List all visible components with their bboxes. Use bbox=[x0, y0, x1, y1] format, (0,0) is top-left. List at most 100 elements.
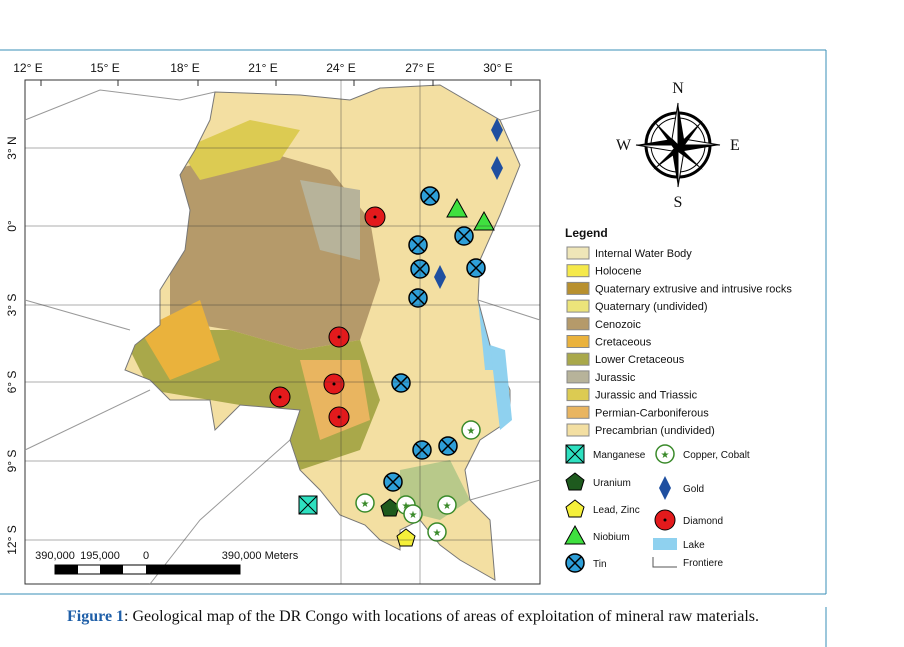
legend-label: Lake bbox=[683, 540, 705, 551]
star: ★ bbox=[467, 426, 476, 437]
legend-swatch bbox=[566, 264, 590, 278]
tin-x bbox=[394, 376, 408, 390]
gold bbox=[491, 156, 503, 180]
left-label: 3° N bbox=[5, 136, 19, 159]
top-label: 12° E bbox=[13, 61, 42, 75]
lake bbox=[653, 538, 677, 550]
star: ★ bbox=[409, 510, 418, 521]
top-label: 24° E bbox=[326, 61, 355, 75]
legend-label: Cretaceous bbox=[595, 337, 652, 349]
scale-label: 195,000 bbox=[80, 550, 120, 562]
dot bbox=[663, 518, 667, 522]
compass: N E S W bbox=[616, 80, 740, 211]
legend-label: Frontiere bbox=[683, 558, 723, 569]
left-label: 0° bbox=[5, 220, 19, 232]
scale-label: 0 bbox=[143, 550, 149, 562]
dot bbox=[373, 215, 377, 219]
star: ★ bbox=[433, 528, 442, 539]
dot bbox=[337, 415, 341, 419]
left-label: 9° S bbox=[5, 450, 19, 473]
star: ★ bbox=[661, 450, 670, 461]
legend-swatch bbox=[566, 405, 590, 419]
legend-swatch bbox=[566, 423, 590, 437]
legend-title: Legend bbox=[565, 226, 608, 240]
legend-label: Permian-Carboniferous bbox=[595, 407, 709, 419]
legend-label: Internal Water Body bbox=[595, 248, 692, 260]
legend-swatch bbox=[566, 335, 590, 348]
tin-x bbox=[441, 439, 455, 453]
gold bbox=[434, 265, 446, 289]
mn-x bbox=[565, 444, 585, 464]
legend-label: Uranium bbox=[593, 478, 631, 489]
tin-x bbox=[568, 556, 582, 570]
top-label: 30° E bbox=[483, 61, 512, 75]
left-label: 12° S bbox=[5, 525, 19, 554]
legend-swatch bbox=[566, 299, 590, 313]
niobium bbox=[446, 197, 468, 218]
legend-label: Jurassic and Triassic bbox=[595, 390, 698, 402]
scale-seg bbox=[55, 565, 78, 574]
copper bbox=[355, 493, 375, 513]
caption-label: Figure 1 bbox=[67, 608, 125, 625]
copper bbox=[427, 522, 447, 542]
legend-label: Jurassic bbox=[595, 372, 636, 384]
star: ★ bbox=[443, 501, 452, 512]
mn-x bbox=[298, 495, 318, 515]
scale-seg bbox=[146, 565, 240, 574]
top-label: 21° E bbox=[248, 61, 277, 75]
star: ★ bbox=[361, 499, 370, 510]
legend-label: Diamond bbox=[683, 516, 723, 527]
copper bbox=[461, 420, 481, 440]
scale-seg bbox=[100, 565, 123, 574]
gold bbox=[659, 476, 671, 500]
mineral-markers: ★★ ★★★★ bbox=[269, 118, 503, 547]
lead-zinc bbox=[396, 528, 416, 547]
niobium bbox=[473, 210, 495, 231]
top-label: 27° E bbox=[405, 61, 434, 75]
top-label: 15° E bbox=[90, 61, 119, 75]
mineral-legend: Manganese Uranium Lead, Zinc Niobium Tin ★ Cop… bbox=[564, 444, 750, 573]
tin-x bbox=[457, 229, 471, 243]
tin-x bbox=[423, 189, 437, 203]
left-label: 6° S bbox=[5, 371, 19, 394]
tin-x bbox=[386, 475, 400, 489]
dot bbox=[332, 382, 336, 386]
copper bbox=[403, 504, 423, 524]
legend-label: Copper, Cobalt bbox=[683, 450, 750, 461]
legend-label: Quaternary extrusive and intrusive rocks bbox=[595, 283, 792, 295]
legend-label: Holocene bbox=[595, 266, 641, 278]
legend-swatch bbox=[566, 317, 590, 331]
tin-x bbox=[411, 238, 425, 252]
legend-label: Niobium bbox=[593, 532, 630, 543]
top-label: 18° E bbox=[170, 61, 199, 75]
caption-text: : Geological map of the DR Congo with lo… bbox=[124, 608, 759, 625]
tin-x bbox=[415, 443, 429, 457]
frontiers bbox=[24, 89, 541, 585]
legend-swatch bbox=[566, 388, 590, 402]
left-label: 3° S bbox=[5, 294, 19, 317]
legend-swatch bbox=[566, 352, 590, 366]
copper bbox=[437, 495, 457, 515]
compass-s: S bbox=[674, 194, 683, 211]
gold bbox=[491, 118, 503, 142]
legend-label: Tin bbox=[593, 559, 607, 570]
dot bbox=[278, 395, 282, 399]
compass-w: W bbox=[616, 137, 632, 154]
niobium bbox=[564, 524, 586, 545]
legend-label: Precambrian (undivided) bbox=[595, 425, 715, 437]
caption: Figure 1: Geological map of the DR Congo… bbox=[0, 607, 826, 627]
legend-label: Manganese bbox=[593, 450, 646, 461]
tin-x bbox=[469, 261, 483, 275]
copper bbox=[655, 444, 675, 464]
compass-e: E bbox=[730, 137, 740, 154]
legend-label: Quaternary (undivided) bbox=[595, 301, 708, 313]
star: ★ bbox=[402, 501, 411, 512]
compass-n: N bbox=[672, 80, 684, 97]
dot bbox=[337, 335, 341, 339]
lake bbox=[490, 345, 512, 430]
legend-label: Gold bbox=[683, 484, 704, 495]
legend-label: Cenozoic bbox=[595, 319, 641, 331]
legend-swatch bbox=[566, 281, 590, 295]
